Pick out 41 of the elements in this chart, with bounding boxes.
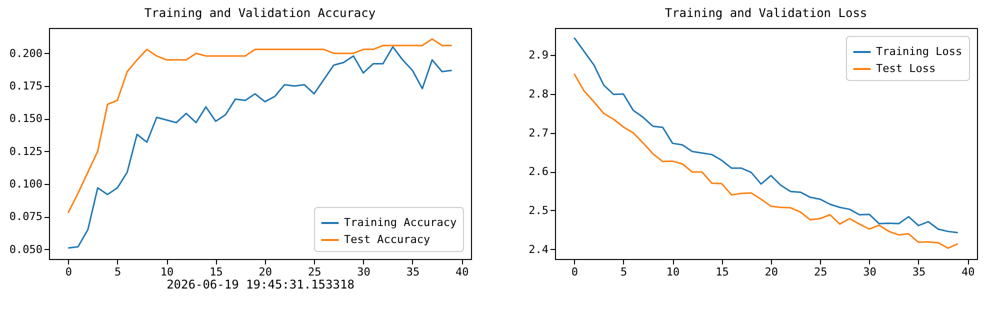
x-tick-label: 10 [160,266,174,278]
y-tick-label: 0.100 [9,178,42,191]
x-tick-label: 20 [764,266,778,278]
y-tick-label: 2.7 [528,126,548,140]
x-tick-label: 0 [65,266,72,278]
legend-label: Test Accuracy [344,233,430,246]
x-tick-label: 5 [620,266,628,278]
legend-label: Test Loss [876,62,936,75]
x-tick-label: 25 [814,266,828,278]
x-tick-label: 20 [258,266,272,278]
x-tick-label: 15 [716,266,729,278]
y-tick-label: 0.150 [9,112,42,126]
y-tick-label: 2.6 [528,165,548,178]
legend-label: Training Accuracy [344,216,457,229]
y-tick-label: 0.050 [9,242,42,256]
y-tick-label: 0.200 [9,46,42,60]
chart-title: Training and Validation Loss [664,6,868,20]
x-tick-label: 5 [114,266,122,278]
y-tick-label: 0.175 [9,80,42,93]
line-series [67,38,453,214]
legend-label: Training Loss [876,45,962,58]
y-tick-label: 0.125 [9,144,42,158]
y-tick-label: 2.4 [528,242,549,256]
y-tick-label: 2.5 [528,204,548,217]
line-series [573,73,959,249]
y-tick-label: 2.9 [528,48,548,62]
line-series [573,36,959,234]
x-tick-label: 40 [962,266,975,278]
x-tick-label: 10 [666,266,680,278]
x-tick-label: 30 [863,266,876,278]
x-tick-label: 15 [210,266,223,278]
x-tick-label: 30 [357,266,370,278]
x-tick-label: 35 [406,266,420,278]
x-axis-title: 2026-06-19 19:45:31.153318 [166,278,354,292]
y-tick-label: 2.8 [528,88,548,100]
x-tick-label: 40 [456,266,469,278]
x-tick-label: 35 [912,266,926,278]
x-tick-label: 25 [308,266,322,278]
chart-title: Training and Validation Accuracy [144,6,376,20]
y-tick-label: 0.075 [9,210,42,224]
x-tick-label: 0 [571,266,578,278]
